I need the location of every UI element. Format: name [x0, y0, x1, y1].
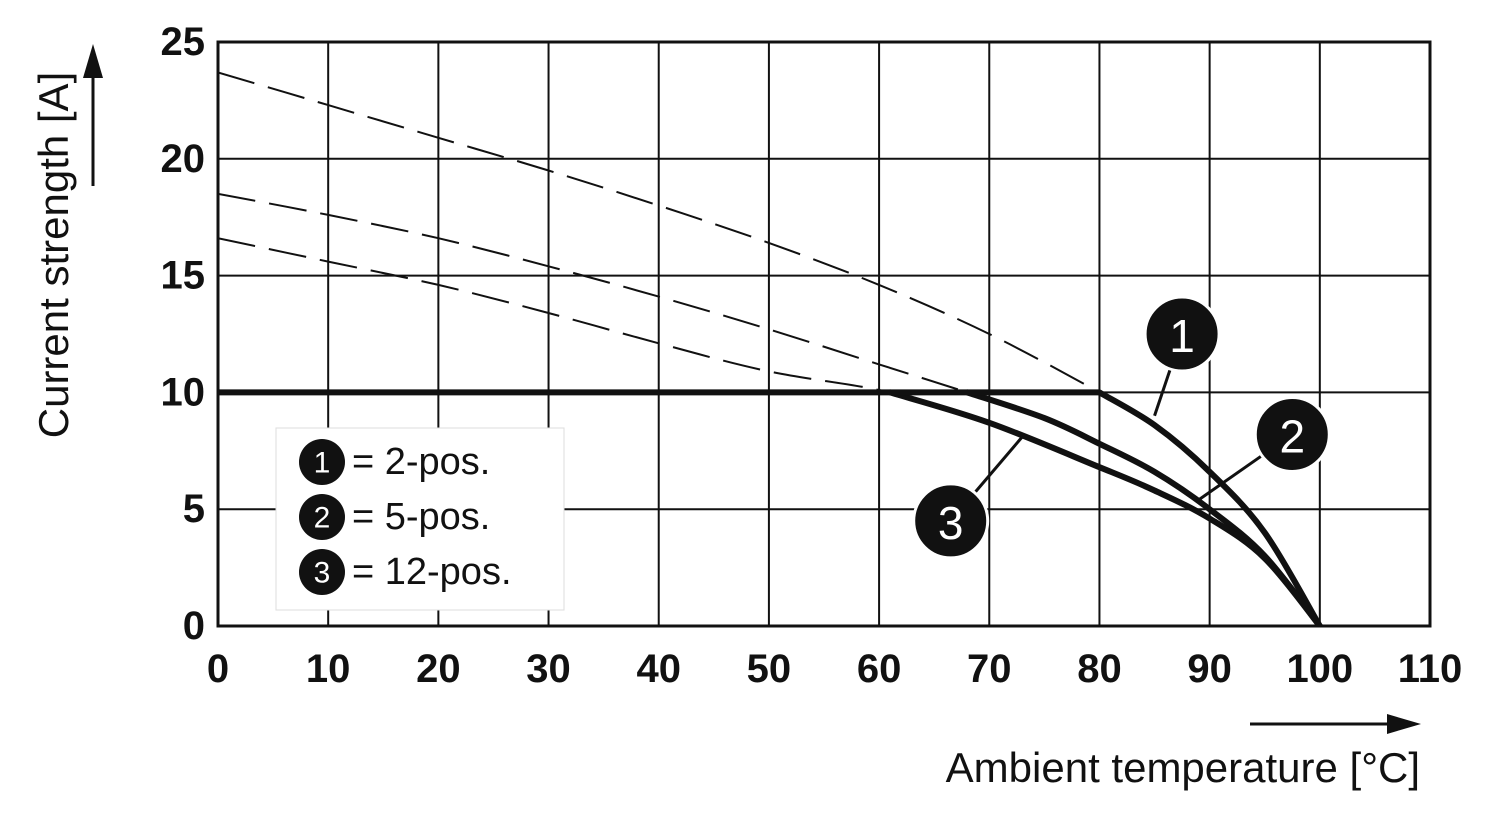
x-tick-labels: 0 10 20 30 40 50 60 70 80 90 100 110 — [207, 647, 1462, 691]
legend-entry-label-2: = 5-pos. — [352, 496, 490, 538]
callout-badge-1 — [1143, 295, 1221, 373]
y-axis-title: Current strength [A] — [30, 44, 103, 438]
callout-leader-1 — [1153, 367, 1173, 417]
plot-border — [216, 40, 1432, 628]
series-callouts: 1 2 3 — [912, 295, 1331, 560]
legend-badge-2 — [299, 494, 345, 540]
callout-leader-2 — [1197, 453, 1264, 502]
x-tick-label-5: 50 — [747, 647, 792, 691]
x-axis-label: Ambient temperature [°C] — [946, 744, 1420, 791]
legend-badge-3 — [299, 549, 345, 595]
y-tick-label-0: 0 — [183, 604, 205, 648]
legend-entry-label-3: = 12-pos. — [352, 551, 512, 593]
y-tick-labels: 0 5 10 15 20 25 — [161, 20, 206, 648]
x-axis-arrow-head — [1387, 714, 1421, 734]
callout-badge-3 — [912, 482, 990, 560]
y-tick-label-5: 25 — [161, 20, 206, 64]
x-tick-label-3: 30 — [526, 647, 571, 691]
series-lines — [218, 71, 1323, 626]
x-tick-label-10: 100 — [1286, 647, 1353, 691]
callout-badge-number-2: 2 — [1279, 410, 1305, 462]
callout-badge-2 — [1253, 395, 1331, 473]
series-solid-line-3 — [887, 389, 1323, 626]
x-tick-label-4: 40 — [636, 647, 681, 691]
y-axis-arrow-head — [83, 44, 103, 78]
y-axis-label: Current strength [A] — [30, 72, 77, 439]
series-dashed-line-2 — [218, 192, 1321, 626]
x-tick-label-7: 70 — [967, 647, 1012, 691]
legend-badge-number-2: 2 — [314, 502, 331, 535]
plot-frame — [216, 40, 1432, 628]
x-axis-title: Ambient temperature [°C] — [946, 714, 1421, 791]
callout-leader-3 — [972, 435, 1024, 495]
x-tick-label-0: 0 — [207, 647, 229, 691]
y-tick-label-3: 15 — [161, 254, 206, 298]
x-tick-label-11: 110 — [1398, 647, 1463, 691]
legend-badge-number-1: 1 — [314, 447, 331, 480]
x-tick-label-6: 60 — [857, 647, 902, 691]
y-tick-label-2: 10 — [161, 370, 206, 414]
x-tick-label-8: 80 — [1077, 647, 1122, 691]
legend-badge-number-3: 3 — [314, 557, 331, 590]
y-tick-label-4: 20 — [161, 137, 206, 181]
x-tick-label-2: 20 — [416, 647, 461, 691]
legend-badge-1 — [299, 439, 345, 485]
y-tick-label-1: 5 — [183, 487, 205, 531]
series-dashed-line-3 — [218, 237, 1321, 626]
callout-badge-number-3: 3 — [938, 497, 964, 549]
callout-badge-number-1: 1 — [1169, 310, 1195, 362]
x-tick-label-9: 90 — [1187, 647, 1232, 691]
legend: 1 = 2-pos. 2 = 5-pos. 3 = 12-pos. — [275, 427, 565, 611]
legend-entry-label-1: = 2-pos. — [352, 441, 490, 483]
series-solid-line-1 — [1096, 389, 1323, 626]
x-tick-label-1: 10 — [306, 647, 351, 691]
